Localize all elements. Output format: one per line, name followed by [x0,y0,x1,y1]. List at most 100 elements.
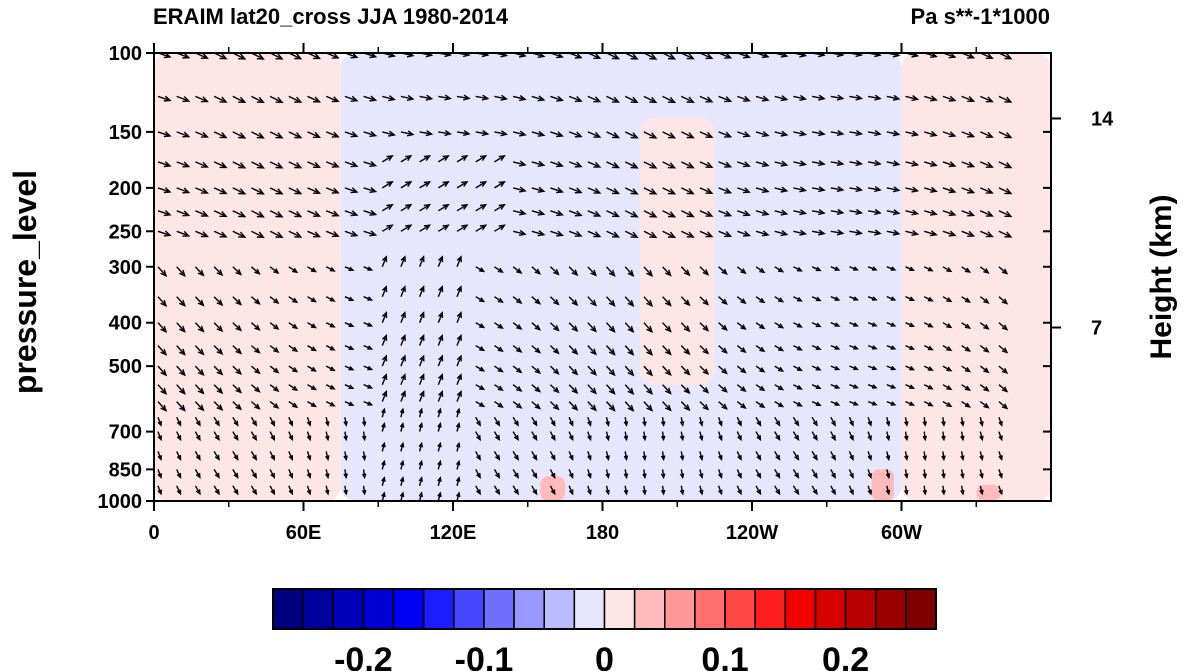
wind-vector-261 [737,210,751,217]
wind-vector-521 [437,354,444,367]
wind-vector-557 [250,384,261,393]
wind-vector-288 [381,224,394,232]
wind-vector-393 [624,296,635,307]
wind-vector-641 [961,401,972,408]
wind-vector-field [157,53,1013,501]
wind-vector-264 [793,209,808,216]
wind-vector-94 [195,131,209,138]
wind-vector-577 [624,384,635,395]
wind-vector-46 [157,95,172,102]
wind-vector-732 [941,431,946,442]
wind-vector-705 [437,421,442,432]
wind-vector-221 [849,185,864,193]
wind-vector-668 [605,417,610,427]
wind-vector-809 [660,469,666,480]
wind-vector-50 [232,95,247,104]
wind-vector-364 [942,266,953,273]
wind-vector-609 [363,400,374,406]
wind-vector-653 [325,417,330,427]
wind-vector-56 [344,95,359,102]
wind-vector-631 [774,401,785,408]
wind-vector-215 [737,187,751,194]
wind-vector-597 [998,384,1009,393]
wind-vector-228 [980,187,994,194]
wind-vector-637 [886,400,897,406]
wind-vector-123 [737,131,751,138]
wind-vector-893 [513,500,514,501]
wind-vector-723 [774,431,781,442]
wind-vector-343 [549,266,560,276]
wind-vector-60 [419,94,434,101]
wind-vector-684 [904,417,909,427]
wind-vector-629 [736,401,747,409]
wind-vector-639 [923,400,934,407]
wind-vector-455 [923,322,934,328]
wind-vector-159 [550,161,565,168]
wind-vector-620 [568,401,579,411]
wind-vector-648 [232,416,239,427]
wind-vector-919 [998,500,1000,501]
wind-vector-374 [269,296,280,305]
wind-vector-598 [157,401,168,412]
wind-vector-296 [531,230,546,237]
wind-vector-914 [905,500,907,501]
wind-vector-507 [176,365,186,377]
wind-vector-649 [250,416,258,427]
wind-vector-206 [568,187,583,194]
wind-vector-568 [456,373,462,385]
wind-vector-775 [885,451,891,462]
wind-vector-887 [399,491,405,501]
wind-vector-251 [550,210,565,217]
wind-vector-748 [381,441,386,452]
wind-vector-451 [849,322,859,327]
wind-vector-779 [960,451,965,462]
wind-vector-62 [456,94,471,101]
wind-vector-894 [531,500,533,501]
wind-vector-329 [288,266,299,274]
wind-vector-825 [960,469,965,480]
wind-vector-502 [942,344,953,352]
wind-vector-524 [494,365,504,373]
wind-vector-534 [680,365,691,376]
wind-vector-584 [755,384,766,392]
wind-vector-265 [811,209,826,216]
wind-vector-158 [531,160,546,167]
wind-vector-906 [756,500,757,501]
wind-vector-676 [755,416,762,427]
wind-vector-271 [924,209,938,216]
wind-vector-691 [176,431,182,442]
wind-vector-674 [717,416,723,427]
wind-vector-475 [437,333,444,346]
wind-vector-736 [157,451,162,461]
wind-vector-520 [418,354,425,367]
wind-vector-152 [419,155,432,163]
wind-vector-541 [811,365,822,371]
wind-vector-801 [512,469,520,479]
wind-vector-439 [624,322,635,333]
wind-vector-417 [213,322,224,333]
wind-vector-462 [194,345,205,356]
wind-vector-675 [736,416,742,427]
wind-vector-686 [941,417,946,427]
wind-vector-512 [269,365,280,374]
wind-vector-715 [623,431,629,442]
wind-vector-143 [251,161,265,169]
wind-vector-452 [867,322,878,327]
wind-vector-909 [812,500,813,501]
wind-vector-559 [288,384,299,392]
wind-vector-424 [344,322,355,327]
wind-vector-232 [195,210,209,217]
wind-vector-558 [269,384,280,392]
wind-vector-469 [325,344,336,351]
wind-vector-789 [288,469,293,479]
wind-vector-304 [680,230,695,238]
wind-vector-896 [569,500,570,501]
wind-vector-717 [660,431,666,442]
wind-vector-384 [456,285,462,297]
wind-vector-109 [475,130,490,137]
wind-vector-387 [512,296,523,304]
wind-vector-833 [250,485,258,496]
wind-vector-582 [718,384,728,393]
wind-vector-787 [250,469,258,479]
wind-vector-184 [157,187,172,194]
